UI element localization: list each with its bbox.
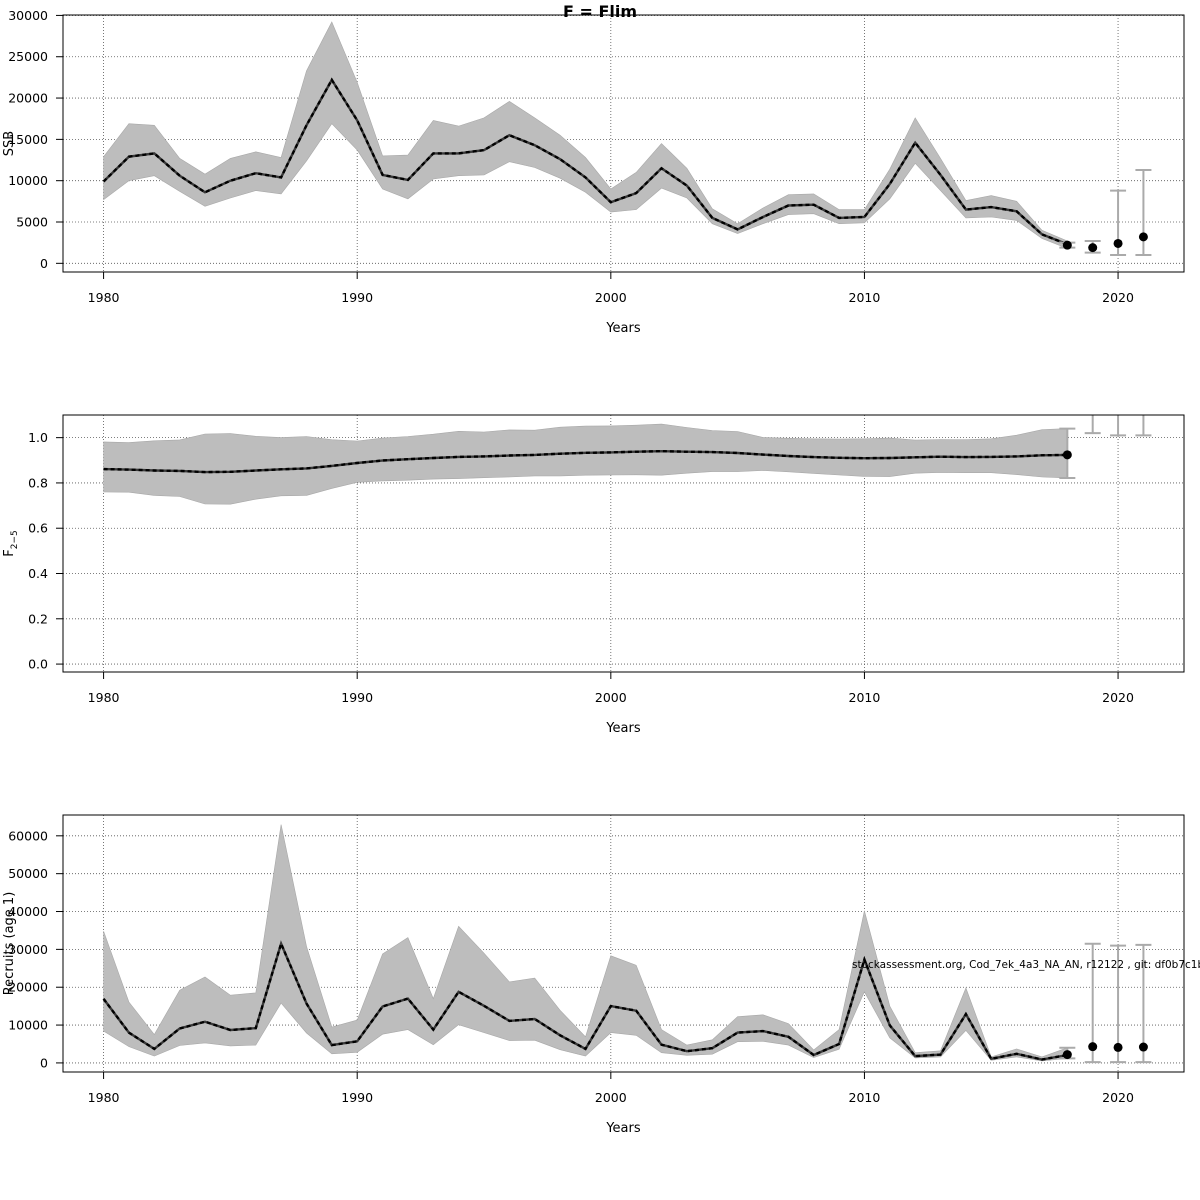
- watermark-text: stockassessment.org, Cod_7ek_4a3_NA_AN, …: [852, 959, 1200, 971]
- estimate-line-dashed: [102, 940, 1068, 1061]
- estimate-line: [103, 449, 1068, 474]
- panel-ssb: 1980 1990 2000 2010 2020 0 5000 10000 15000 20000…: [2, 8, 1185, 336]
- y-tick-label: 25000: [8, 49, 48, 64]
- plot-area-ssb: [102, 21, 1152, 257]
- y-axis-label: SSB: [2, 131, 17, 156]
- x-tick-label: 2010: [849, 690, 881, 705]
- y-axis-label: Recruits (age 1): [2, 892, 17, 996]
- panel-f: 1980 1990 2000 2010 2020 0.0 0.2 0.4 0.6 0.8 1.0 Ye…: [2, 414, 1185, 736]
- y-tick-label: 1.0: [28, 430, 48, 445]
- x-tick-label: 2020: [1102, 290, 1134, 305]
- forecast-point: [1088, 243, 1098, 253]
- y-tick-label: 0.8: [28, 475, 48, 490]
- plot-area-recruits: [102, 824, 1152, 1064]
- y-tick-label: 0.2: [28, 611, 48, 626]
- x-axis-label: Years: [605, 321, 641, 336]
- y-tick-label: 0: [40, 256, 48, 271]
- x-tick-label: 2010: [849, 1090, 881, 1105]
- forecast-point: [1113, 238, 1123, 248]
- figure-title: F = Flim: [563, 2, 637, 21]
- axes-box: [62, 14, 1185, 273]
- y-tick-label: 20000: [8, 980, 48, 995]
- x-tick-label: 2000: [595, 690, 627, 705]
- y-tick-label: 10000: [8, 173, 48, 188]
- forecast-point: [1062, 1050, 1072, 1060]
- x-tick-label: 1980: [88, 290, 120, 305]
- forecast-point: [1138, 232, 1148, 242]
- y-tick-label: 30000: [8, 8, 48, 23]
- x-tick-label: 2000: [595, 290, 627, 305]
- forecast-point: [1113, 1042, 1123, 1052]
- panel-recruits: 1980 1990 2000 2010 2020 0 10000 20000 30000 4000…: [2, 814, 1185, 1136]
- y-axis-label-subscript: 2−5: [10, 530, 20, 549]
- forecast-point: [1062, 450, 1072, 460]
- y-tick-label: 0.6: [28, 521, 48, 536]
- x-tick-label: 2000: [595, 1090, 627, 1105]
- x-tick-label: 1990: [341, 290, 373, 305]
- y-tick-label: 20000: [8, 91, 48, 106]
- x-tick-label: 1990: [341, 1090, 373, 1105]
- estimate-line-dashed: [102, 77, 1068, 246]
- x-tick-label: 1990: [341, 690, 373, 705]
- y-tick-label: 0: [40, 1055, 48, 1070]
- y-tick-label: 0.0: [28, 657, 48, 672]
- x-tick-label: 2020: [1102, 1090, 1134, 1105]
- y-tick-label: 10000: [8, 1018, 48, 1033]
- y-tick-label: 60000: [8, 828, 48, 843]
- x-tick-label: 2010: [849, 290, 881, 305]
- forecast-point: [1138, 1042, 1148, 1052]
- x-axis-label: Years: [605, 1121, 641, 1136]
- y-tick-label: 50000: [8, 866, 48, 881]
- y-tick-label: 40000: [8, 904, 48, 919]
- axes-box: [62, 814, 1185, 1073]
- y-tick-label: 30000: [8, 942, 48, 957]
- axes-box: [62, 414, 1185, 673]
- x-tick-label: 1980: [88, 1090, 120, 1105]
- y-tick-label: 15000: [8, 132, 48, 147]
- y-tick-label: 5000: [16, 215, 48, 230]
- forecast-point: [1088, 1042, 1098, 1052]
- forecast-point: [1062, 240, 1072, 250]
- x-axis-label: Years: [605, 721, 641, 736]
- y-tick-label: 0.4: [28, 566, 48, 581]
- x-tick-label: 2020: [1102, 690, 1134, 705]
- x-tick-label: 1980: [88, 690, 120, 705]
- plot-area-f: [103, 415, 1152, 505]
